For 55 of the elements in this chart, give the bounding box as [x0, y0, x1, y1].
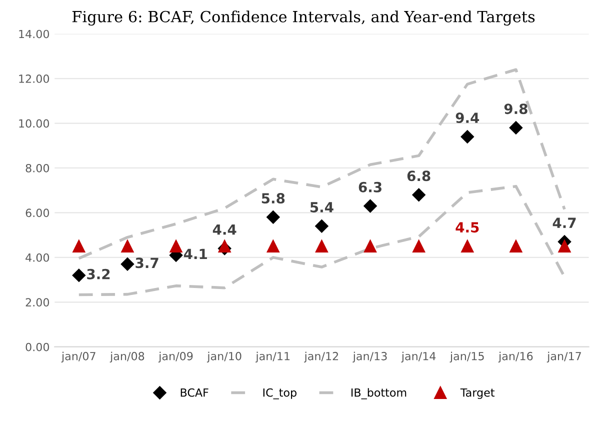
legend-label: BCAF — [180, 388, 208, 397]
point — [510, 240, 522, 252]
point — [266, 210, 280, 224]
x-tick-label: jan/07 — [61, 352, 96, 362]
point — [72, 268, 86, 282]
point — [121, 240, 134, 252]
data-label: 4.1 — [184, 248, 207, 260]
legend-label: Target — [460, 388, 494, 399]
y-tick-label: 10.00 — [19, 119, 50, 128]
y-tick-label: 0.00 — [26, 342, 50, 352]
data-label: 9.4 — [456, 112, 480, 124]
y-tick-label: 6.00 — [26, 208, 50, 218]
x-tick-label: jan/14 — [401, 352, 436, 362]
x-tick-label: jan/17 — [546, 352, 581, 362]
y-tick-label: 4.00 — [26, 253, 50, 262]
data-label: 4.5 — [456, 222, 479, 233]
y-tick-label: 8.00 — [26, 164, 50, 172]
x-tick-label: jan/12 — [304, 352, 338, 362]
point — [412, 188, 426, 202]
legend-label: IB_bottom — [352, 388, 406, 400]
data-label: 6.3 — [358, 182, 382, 192]
data-label: 6.8 — [407, 170, 430, 182]
point — [364, 199, 377, 213]
data-label: 4.7 — [552, 218, 576, 228]
x-tick-label: jan/09 — [158, 352, 193, 362]
data-label: 5.8 — [262, 193, 285, 204]
point — [460, 130, 474, 144]
point — [461, 240, 474, 252]
point — [509, 121, 523, 134]
y-tick-label: 2.00 — [26, 298, 50, 307]
data-label: 9.8 — [504, 104, 528, 114]
chart-title: Figure 6: BCAF, Confidence Intervals, and Year-end Targets — [72, 10, 535, 26]
data-label: 5.4 — [310, 202, 334, 212]
point — [412, 240, 426, 252]
y-tick-label: 12.00 — [19, 74, 50, 83]
point — [266, 240, 280, 252]
data-label: 3.2 — [87, 268, 110, 280]
x-tick-label: jan/10 — [206, 352, 242, 362]
point — [72, 240, 86, 252]
y-tick-label: 14.00 — [19, 30, 50, 38]
x-tick-label: jan/11 — [256, 352, 290, 362]
x-tick-label: jan/08 — [110, 352, 144, 362]
legend-label: IC_top — [263, 388, 296, 400]
point — [558, 240, 571, 252]
data-label: 3.7 — [136, 258, 158, 268]
point — [364, 240, 377, 252]
x-tick-label: jan/16 — [498, 352, 533, 362]
data-label: 4.4 — [212, 224, 236, 235]
x-tick-label: jan/13 — [352, 352, 387, 362]
x-tick-label: jan/15 — [450, 352, 484, 362]
point — [170, 240, 182, 252]
point — [120, 258, 134, 271]
point — [218, 240, 231, 252]
point — [315, 240, 328, 252]
point — [315, 220, 328, 233]
